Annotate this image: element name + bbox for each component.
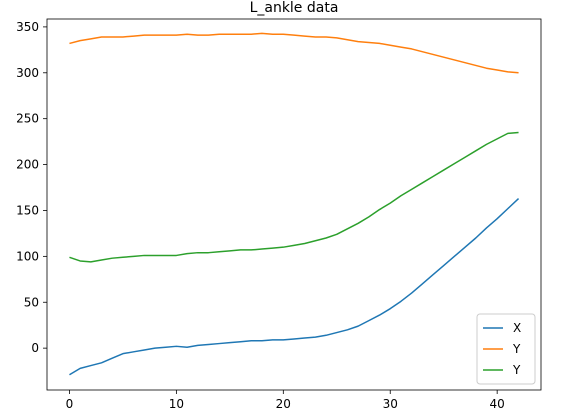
series-line-0 <box>69 197 520 376</box>
x-tick-label-4: 40 <box>490 397 505 411</box>
y-tick-label-1: 50 <box>24 295 39 309</box>
y-tick-label-5: 250 <box>16 112 39 126</box>
y-tick-label-6: 300 <box>16 66 39 80</box>
y-tick-label-0: 0 <box>31 341 39 355</box>
x-tick-label-1: 10 <box>169 397 184 411</box>
y-tick-label-7: 350 <box>16 20 39 34</box>
series-layer <box>69 32 520 376</box>
legend-label-0: X <box>513 321 521 335</box>
legend-label-1: Y <box>512 342 521 356</box>
y-tick-label-3: 150 <box>16 203 39 217</box>
y-tick-label-4: 200 <box>16 158 39 172</box>
legend-box <box>476 313 536 385</box>
x-tick-label-3: 30 <box>383 397 398 411</box>
y-tick-label-2: 100 <box>16 249 39 263</box>
series-line-1 <box>69 32 519 74</box>
chart-title: L_ankle data <box>250 0 339 16</box>
legend: XYY <box>476 313 536 385</box>
x-tick-label-0: 0 <box>66 397 74 411</box>
series-line-2 <box>69 131 519 263</box>
legend-label-2: Y <box>512 363 521 377</box>
axes-layer: 0 10 20 30 40 0 50 100 150 200 250 300 350 <box>16 18 542 411</box>
plot-frame <box>46 18 542 391</box>
x-tick-label-2: 20 <box>276 397 291 411</box>
